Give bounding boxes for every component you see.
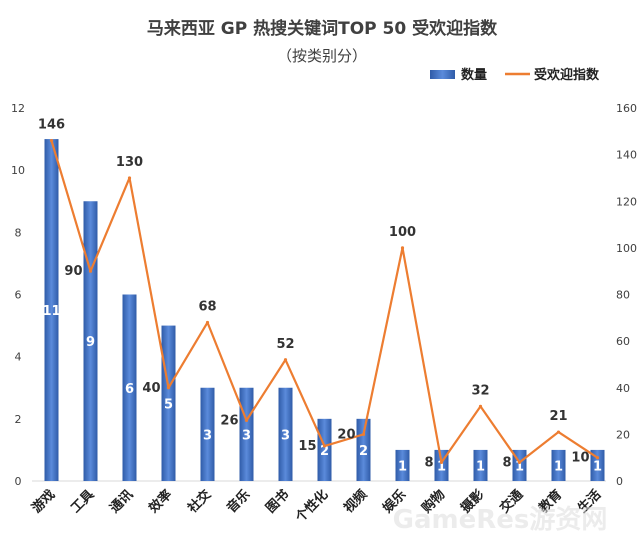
line-value-label: 8 xyxy=(502,455,511,470)
line-point xyxy=(556,430,561,434)
bar-value-label: 9 xyxy=(86,335,95,350)
bar-value-label: 1 xyxy=(437,459,446,474)
category-label: 效率 xyxy=(146,487,176,517)
bar-value-label: 3 xyxy=(203,428,212,443)
right-tick-label: 20 xyxy=(616,428,630,441)
bar xyxy=(44,139,59,482)
line-value-label: 90 xyxy=(64,264,82,279)
left-tick-label: 0 xyxy=(15,475,22,488)
line-value-label: 52 xyxy=(276,337,294,352)
category-label: 个性化 xyxy=(292,487,332,527)
bar xyxy=(551,449,566,481)
bar-value-label: 1 xyxy=(476,459,485,474)
legend-line-label: 受欢迎指数 xyxy=(534,67,600,83)
line-value-label: 10 xyxy=(571,451,589,466)
bar-value-label: 1 xyxy=(398,459,407,474)
bar xyxy=(200,387,215,481)
legend-bar-label: 数量 xyxy=(461,67,487,83)
chart-subtitle: （按类别分） xyxy=(277,47,367,65)
right-tick-label: 120 xyxy=(616,195,637,208)
right-tick-label: 40 xyxy=(616,382,630,395)
legend-bar-swatch xyxy=(430,70,455,79)
line-point xyxy=(439,460,444,464)
line-value-label: 20 xyxy=(337,427,355,442)
bar-value-label: 3 xyxy=(281,428,290,443)
bar-value-label: 2 xyxy=(359,444,368,459)
bar-value-label: 2 xyxy=(320,444,329,459)
bar-value-label: 1 xyxy=(515,459,524,474)
line-value-label: 130 xyxy=(116,155,143,170)
line-point xyxy=(88,269,93,273)
line-value-label: 68 xyxy=(198,299,216,314)
line-point xyxy=(166,386,171,390)
line-value-label: 32 xyxy=(471,383,489,398)
category-label: 工具 xyxy=(68,487,97,516)
bar-value-label: 11 xyxy=(42,304,60,319)
line-value-label: 21 xyxy=(549,409,567,424)
right-tick-label: 0 xyxy=(616,475,623,488)
line-value-label: 146 xyxy=(38,118,65,133)
line-point xyxy=(283,358,288,362)
left-tick-label: 8 xyxy=(15,226,22,239)
left-tick-label: 2 xyxy=(15,413,22,426)
line-point xyxy=(127,176,132,180)
left-tick-label: 12 xyxy=(11,102,25,115)
line-value-label: 15 xyxy=(298,439,316,454)
bar-value-label: 5 xyxy=(164,397,173,412)
left-tick-label: 4 xyxy=(15,351,22,364)
legend: 数量 受欢迎指数 xyxy=(430,67,600,83)
line-value-label: 26 xyxy=(220,413,238,428)
line-point xyxy=(205,320,210,325)
right-tick-label: 60 xyxy=(616,335,630,348)
bar xyxy=(473,449,488,481)
line-point xyxy=(400,246,405,250)
line-value-label: 100 xyxy=(389,225,416,240)
bar xyxy=(590,449,605,481)
left-tick-label: 10 xyxy=(11,164,25,177)
left-tick-label: 6 xyxy=(15,289,22,302)
bar-value-label: 6 xyxy=(125,382,134,397)
bar-value-label: 1 xyxy=(593,459,602,474)
right-tick-label: 100 xyxy=(616,242,637,255)
category-label: 游戏 xyxy=(29,487,59,517)
category-label: 通讯 xyxy=(107,487,137,517)
right-axis: 0 20 40 60 80 100 120 140 160 xyxy=(616,102,637,488)
bar xyxy=(278,387,293,481)
line-point xyxy=(478,404,483,408)
category-label: 视频 xyxy=(341,487,371,517)
bar xyxy=(395,449,410,481)
right-tick-label: 80 xyxy=(616,289,630,302)
category-label: 社交 xyxy=(184,487,214,517)
bar xyxy=(317,418,332,481)
category-label: 图书 xyxy=(263,487,293,517)
line-value-label: 40 xyxy=(142,381,160,396)
bar xyxy=(83,201,98,481)
watermark: GameRes游资网 xyxy=(393,505,608,535)
bar xyxy=(122,294,137,481)
left-axis: 0 2 4 6 8 10 12 xyxy=(11,102,25,488)
line-point xyxy=(361,432,366,436)
line-point xyxy=(517,460,522,464)
line-point xyxy=(595,456,600,460)
bar-value-label: 3 xyxy=(242,428,251,443)
chart-title: 马来西亚 GP 热搜关键词TOP 50 受欢迎指数 xyxy=(147,18,498,39)
category-label: 音乐 xyxy=(224,487,254,517)
right-tick-label: 140 xyxy=(616,149,637,162)
right-tick-label: 160 xyxy=(616,102,637,115)
line-point xyxy=(322,444,327,448)
line-value-label: 8 xyxy=(424,455,433,470)
line-point xyxy=(49,139,54,143)
line-point xyxy=(244,418,249,422)
bar-value-label: 1 xyxy=(554,459,563,474)
